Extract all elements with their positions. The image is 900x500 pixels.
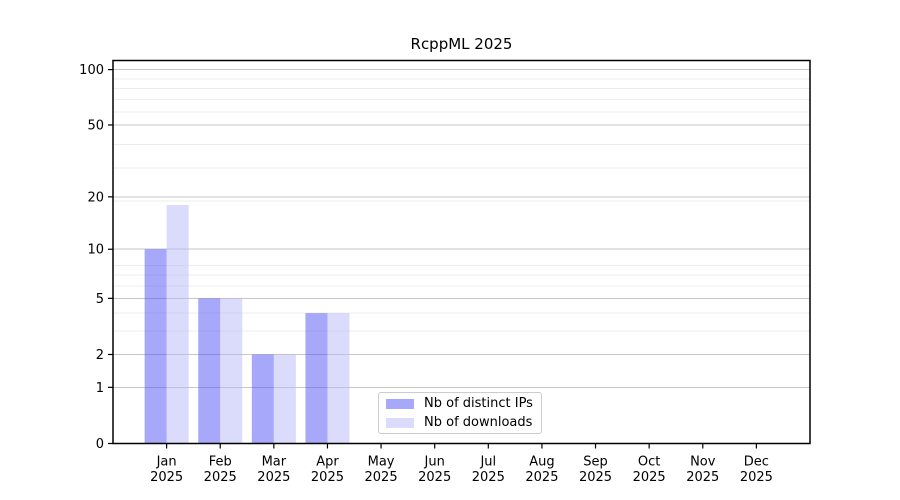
x-tick-label-year: 2025 [633,470,666,485]
bar-downloads [220,298,243,444]
x-tick-label-year: 2025 [740,470,773,485]
x-tick-label-month: Jun [424,455,445,470]
x-tick-label-year: 2025 [579,470,612,485]
y-tick-label: 50 [87,118,104,133]
x-tick-label-month: Dec [744,455,769,470]
legend-label-downloads: Nb of downloads [424,415,533,430]
x-tick-label-month: Jan [156,455,177,470]
legend-item-downloads: Nb of downloads [386,415,541,430]
x-tick-label-year: 2025 [525,470,558,485]
x-tick-label-month: May [368,455,395,470]
bar-distinct-ips [198,298,221,444]
legend: Nb of distinct IPs Nb of downloads [378,392,542,434]
x-tick-label-month: Apr [316,455,339,470]
x-tick-label-year: 2025 [418,470,451,485]
y-tick-label: 100 [79,63,104,78]
y-tick-label: 20 [87,190,104,205]
y-tick-label: 2 [96,348,104,363]
x-tick-label-year: 2025 [365,470,398,485]
x-tick-label-month: Jul [479,455,496,470]
x-tick-label-month: Feb [209,455,232,470]
x-tick-label-month: Oct [638,455,660,470]
bar-distinct-ips [144,249,167,444]
x-tick-label-month: Nov [690,455,716,470]
legend-swatch-downloads-icon [386,417,414,428]
x-tick-label-year: 2025 [686,470,719,485]
x-tick-label-year: 2025 [472,470,505,485]
y-tick-label: 0 [96,437,104,452]
x-tick-label-year: 2025 [150,470,183,485]
x-tick-label-month: Mar [262,455,287,470]
bar-downloads [273,354,296,444]
chart-title: RcppML 2025 [410,35,513,53]
y-tick-label: 1 [96,381,104,396]
x-tick-label-year: 2025 [311,470,344,485]
x-tick-label-month: Aug [529,455,554,470]
x-tick-label-month: Sep [583,455,608,470]
y-tick-label: 5 [96,292,104,307]
legend-label-distinct-ips: Nb of distinct IPs [424,396,533,411]
x-tick-label-year: 2025 [204,470,237,485]
bar-distinct-ips [251,354,274,444]
bar-distinct-ips [305,313,328,444]
x-tick-label-year: 2025 [257,470,290,485]
bar-downloads [166,204,189,444]
bar-downloads [327,313,350,444]
y-tick-label: 10 [87,243,104,258]
legend-swatch-distinct-ips-icon [386,398,414,409]
legend-item-distinct-ips: Nb of distinct IPs [386,396,541,411]
axis-spines [112,59,811,445]
